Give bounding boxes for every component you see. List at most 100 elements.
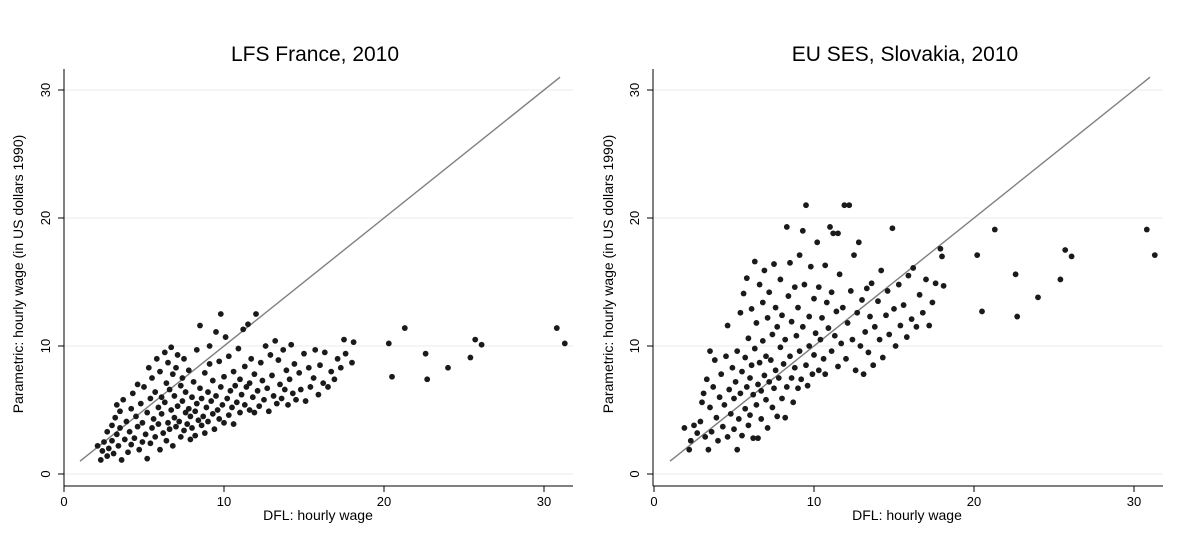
- scatter-point: [144, 409, 151, 416]
- scatter-point: [710, 384, 717, 390]
- scatter-point: [281, 386, 288, 393]
- scatter-point: [113, 401, 120, 408]
- scatter-point: [708, 428, 715, 435]
- scatter-point: [812, 330, 819, 337]
- scatter-point: [755, 381, 761, 388]
- scatter-point: [385, 340, 392, 347]
- scatter-point: [155, 421, 162, 427]
- scatter-point: [926, 322, 933, 329]
- scatter-point: [179, 375, 186, 381]
- scatter-point: [892, 343, 899, 349]
- scatter-point: [929, 299, 936, 306]
- scatter-point: [788, 318, 795, 325]
- scatter-point: [141, 384, 147, 390]
- scatter-point: [445, 364, 451, 371]
- scatter-point: [176, 418, 183, 425]
- scatter-point: [783, 224, 790, 230]
- scatter-point: [217, 311, 224, 317]
- scatter-point: [277, 381, 283, 388]
- scatter-point: [750, 435, 757, 442]
- scatter-point: [849, 336, 856, 343]
- scatter-point: [846, 202, 853, 209]
- scatter-point: [237, 376, 243, 383]
- scatter-point: [163, 380, 170, 387]
- scatter-point: [779, 395, 785, 402]
- scatter-point: [726, 386, 733, 393]
- scatter-point: [787, 353, 793, 360]
- scatter-point: [793, 332, 800, 339]
- y-axis-label: Parametric: hourly wage (in US dollars 1…: [600, 135, 616, 414]
- scatter-point: [126, 428, 133, 435]
- scatter-point: [169, 442, 176, 449]
- scatter-point: [859, 297, 865, 303]
- scatter-point: [165, 419, 171, 426]
- scatter-point: [128, 405, 135, 412]
- scatter-point: [758, 416, 765, 422]
- scatter-point: [320, 380, 327, 387]
- scatter-point: [806, 343, 813, 349]
- scatter-point: [771, 261, 777, 267]
- scatter-point: [833, 308, 840, 315]
- scatter-point: [331, 376, 338, 383]
- scatter-point: [134, 381, 141, 388]
- scatter-point: [796, 252, 803, 259]
- scatter-point: [174, 403, 181, 410]
- scatter-point: [748, 362, 755, 369]
- scatter-point: [117, 425, 123, 431]
- scatter-point: [852, 367, 859, 374]
- scatter-point: [205, 418, 211, 425]
- scatter-point: [766, 378, 773, 385]
- chart-title: EU SES, Slovakia, 2010: [792, 43, 1018, 66]
- scatter-point: [181, 427, 187, 434]
- scatter-point: [177, 382, 184, 389]
- scatter-point: [302, 398, 309, 404]
- scatter-point: [1062, 247, 1069, 253]
- scatter-point: [240, 326, 247, 333]
- scatter-point: [189, 394, 195, 401]
- x-tick-label: 10: [217, 494, 231, 509]
- scatter-point: [891, 305, 897, 312]
- scatter-point: [171, 393, 178, 399]
- scatter-point: [325, 384, 331, 390]
- x-tick-label: 30: [537, 494, 551, 509]
- scatter-point: [753, 401, 760, 408]
- scatter-point: [203, 404, 210, 411]
- scatter-point: [192, 432, 199, 439]
- y-tick-label: 20: [627, 211, 642, 225]
- scatter-point: [94, 442, 101, 449]
- scatter-point: [125, 449, 131, 456]
- scatter-point: [923, 276, 929, 283]
- scatter-point: [112, 414, 119, 421]
- scatter-point: [105, 445, 112, 452]
- scatter-point: [879, 354, 886, 361]
- scatter-point: [262, 343, 269, 349]
- scatter-point: [819, 314, 825, 321]
- scatter-point: [779, 312, 785, 319]
- scatter-point: [811, 352, 817, 358]
- scatter-point: [163, 437, 170, 444]
- scatter-point: [1057, 276, 1064, 283]
- scatter-point: [149, 425, 155, 431]
- scatter-point: [731, 426, 737, 433]
- scatter-point: [270, 393, 277, 399]
- scatter-point: [315, 391, 322, 398]
- scatter-point: [742, 354, 749, 361]
- scatter-point: [895, 281, 902, 288]
- scatter-point: [301, 350, 307, 357]
- scatter-point: [718, 371, 725, 378]
- scatter-point: [1143, 226, 1150, 233]
- scatter-point: [478, 341, 485, 348]
- scatter-point: [759, 299, 766, 306]
- scatter-point: [707, 348, 713, 355]
- scatter-point: [198, 395, 205, 402]
- scatter-point: [269, 372, 275, 379]
- y-tick-label: 0: [38, 470, 53, 477]
- scatter-point: [742, 405, 749, 412]
- scatter-point: [724, 433, 731, 440]
- scatter-point: [288, 341, 295, 348]
- scatter-point: [822, 262, 829, 269]
- scatter-point: [820, 355, 827, 362]
- scatter-point: [110, 450, 117, 457]
- scatter-point: [273, 400, 280, 407]
- y-axis-label: Parametric: hourly wage (in US dollars 1…: [10, 135, 26, 414]
